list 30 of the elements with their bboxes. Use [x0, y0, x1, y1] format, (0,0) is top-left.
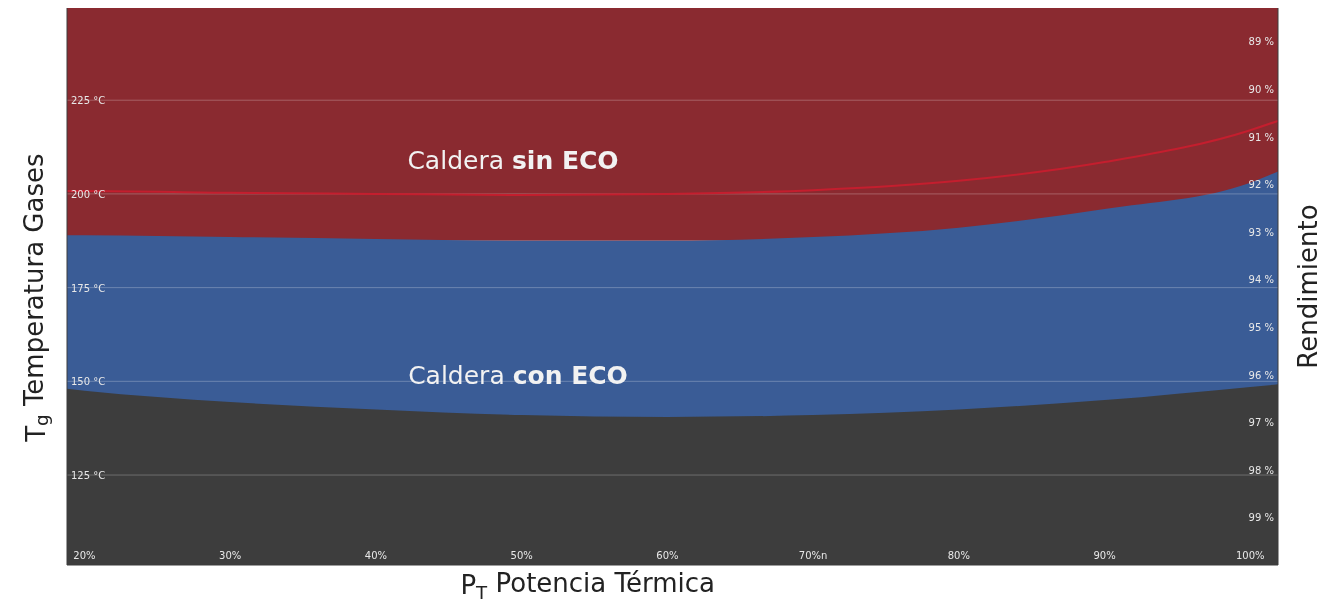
y2-tick-label: 97 %: [1248, 417, 1274, 429]
x-tick-label: 50%: [510, 550, 533, 561]
y2-tick-label: 92 %: [1248, 179, 1274, 191]
y-tick-label: 175 °C: [71, 282, 106, 294]
x-tick-label: 40%: [364, 550, 388, 561]
y2-tick-label: 90 %: [1248, 83, 1274, 95]
x-tick-label: 90%: [1093, 550, 1116, 561]
y2-tick-label: 93 %: [1248, 226, 1274, 238]
annotation: Caldera con ECO: [408, 360, 628, 390]
y2-axis-title: Rendimiento: [1293, 204, 1323, 369]
y-tick-label: 150 °C: [71, 376, 106, 388]
y-tick-label: 200 °C: [71, 188, 106, 200]
x-tick-label: 100%: [1236, 550, 1265, 561]
y2-tick-label: 96 %: [1248, 369, 1274, 381]
y2-tick-label: 95 %: [1248, 321, 1274, 333]
x-tick-label: 70%n: [798, 550, 828, 561]
y-tick-label: 225 °C: [71, 95, 106, 107]
x-axis-title: P$_{T}$ Potencia Térmica: [460, 567, 716, 604]
x-tick-label: 30%: [219, 550, 242, 561]
y-tick-label: 125 °C: [71, 470, 106, 482]
x-tick-label: 60%: [656, 550, 679, 561]
line-series: [67, 119, 1278, 197]
annotation: Caldera sin ECO: [407, 145, 619, 175]
x-tick-label: 80%: [947, 550, 970, 561]
x-tick-label: 20%: [73, 550, 96, 561]
y2-tick-label: 91 %: [1248, 131, 1274, 143]
y2-tick-label: 94 %: [1248, 274, 1274, 286]
y2-tick-label: 89 %: [1248, 36, 1274, 48]
y2-tick-label: 99 %: [1248, 512, 1274, 524]
y2-tick-label: 98 %: [1248, 464, 1274, 476]
